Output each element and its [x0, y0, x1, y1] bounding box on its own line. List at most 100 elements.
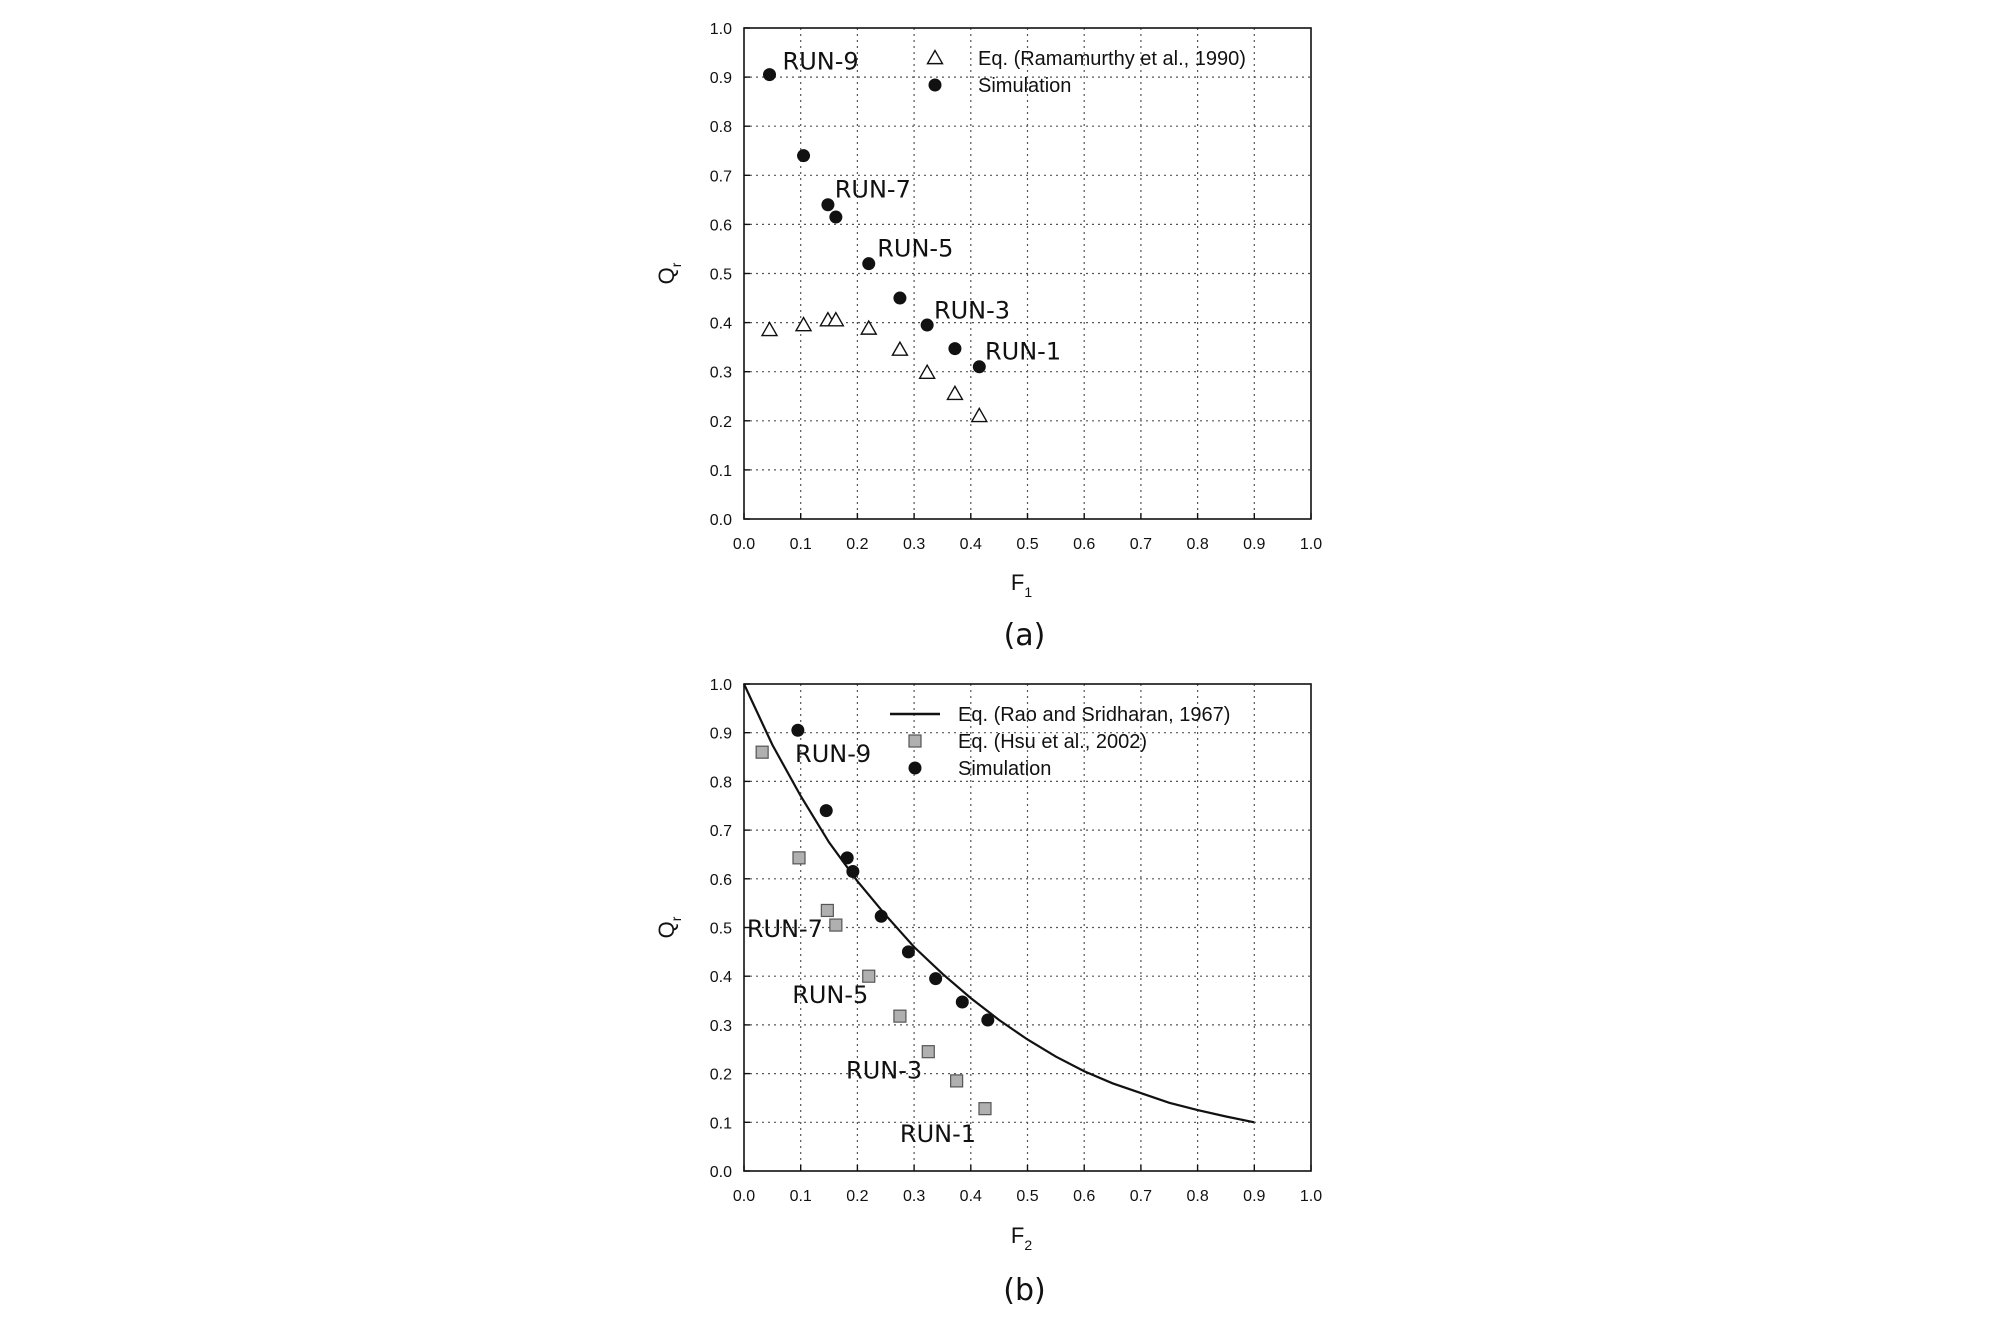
x-tick-label: 0.2 — [846, 1188, 868, 1205]
x-tick-label: 0.9 — [1243, 536, 1265, 553]
y-tick-label: 0.2 — [710, 414, 732, 431]
data-point — [763, 68, 777, 82]
y-axis-label-main: Q — [654, 921, 679, 938]
x-tick-label: 0.4 — [960, 536, 982, 553]
run-annotation: RUN-3 — [934, 297, 1010, 325]
x-tick-label: 0.5 — [1016, 1188, 1038, 1205]
y-tick-label: 0.4 — [710, 316, 732, 333]
data-point — [797, 149, 811, 163]
plot-frame — [743, 27, 1312, 520]
x-axis-label: F2 — [1011, 1223, 1032, 1253]
data-point — [950, 1074, 964, 1088]
data-point — [893, 291, 907, 305]
data-point — [755, 745, 769, 759]
y-tick-label: 0.7 — [710, 168, 732, 185]
data-point — [901, 945, 915, 959]
run-annotation: RUN-3 — [846, 1056, 922, 1084]
y-tick-label: 0.8 — [710, 119, 732, 136]
run-annotation: RUN-7 — [747, 915, 823, 943]
y-tick-label: 0.0 — [710, 512, 732, 529]
run-annotation: RUN-5 — [792, 981, 868, 1009]
x-tick-label: 0.2 — [846, 536, 868, 553]
data-point — [955, 995, 969, 1009]
y-tick-label: 0.2 — [710, 1067, 732, 1084]
y-tick-label: 0.8 — [710, 774, 732, 791]
data-point — [920, 318, 934, 332]
run-annotation: RUN-5 — [877, 234, 953, 262]
legend-swatch — [908, 734, 922, 748]
y-axis-label-subscript: r — [668, 916, 684, 921]
data-point — [862, 969, 876, 983]
run-annotation: RUN-1 — [985, 337, 1061, 365]
y-tick-label: 0.5 — [710, 267, 732, 284]
y-tick-label: 0.0 — [710, 1164, 732, 1181]
x-tick-label: 0.1 — [790, 1188, 812, 1205]
data-point — [819, 804, 833, 818]
x-tick-label: 0.0 — [733, 536, 755, 553]
data-point — [981, 1013, 995, 1027]
x-axis-label-subscript: 2 — [1024, 1237, 1032, 1253]
x-tick-label: 1.0 — [1300, 1188, 1322, 1205]
data-point — [829, 210, 843, 224]
y-tick-label: 0.1 — [710, 463, 732, 480]
y-tick-label: 0.3 — [710, 365, 732, 382]
data-point — [846, 864, 860, 878]
y-tick-label: 0.1 — [710, 1115, 732, 1132]
y-tick-label: 0.5 — [710, 921, 732, 938]
data-point — [874, 909, 888, 923]
data-point — [760, 321, 779, 337]
x-tick-label: 0.8 — [1186, 536, 1208, 553]
x-tick-label: 0.8 — [1186, 1188, 1208, 1205]
y-axis-label: Qr — [654, 262, 684, 284]
y-axis-label-main: Q — [654, 267, 679, 284]
run-annotation: RUN-9 — [795, 740, 871, 768]
x-tick-label: 0.4 — [960, 1188, 982, 1205]
y-tick-label: 0.3 — [710, 1018, 732, 1035]
series-line — [743, 683, 1255, 1124]
x-tick-label: 0.0 — [733, 1188, 755, 1205]
y-tick-label: 0.9 — [710, 726, 732, 743]
data-point — [860, 319, 878, 335]
series-1 — [755, 745, 992, 1116]
data-point — [829, 918, 843, 932]
x-tick-label: 1.0 — [1300, 536, 1322, 553]
x-axis-label-main: F — [1011, 1223, 1024, 1248]
legend-swatch — [908, 761, 922, 775]
x-tick-label: 0.3 — [903, 536, 925, 553]
y-axis-label: Qr — [654, 916, 684, 938]
x-tick-label: 0.7 — [1130, 1188, 1152, 1205]
plot-frame — [743, 683, 1312, 1172]
legend-swatch — [926, 49, 944, 65]
legend-label: Eq. (Hsu et al., 2002) — [958, 731, 1147, 753]
legend-label: Eq. (Ramamurthy et al., 1990) — [978, 48, 1246, 70]
x-tick-label: 0.5 — [1016, 536, 1038, 553]
x-tick-label: 0.6 — [1073, 1188, 1095, 1205]
y-axis-label-subscript: r — [668, 262, 684, 267]
data-point — [972, 360, 986, 374]
panel-a: 0.0 0.1 0.2 0.3 0.4 0.5 0.6 0.7 0.8 0.9 1.0 0.0 0.1 0… — [654, 21, 1322, 653]
data-point — [918, 363, 936, 380]
data-point — [946, 384, 964, 401]
legend-label: Simulation — [958, 758, 1051, 780]
y-tick-label: 0.6 — [710, 217, 732, 234]
data-point — [948, 342, 962, 356]
data-point — [794, 316, 813, 332]
data-point — [827, 311, 845, 327]
data-point — [792, 851, 806, 865]
data-point — [840, 851, 854, 865]
data-point — [978, 1102, 992, 1116]
data-point — [893, 1009, 907, 1023]
data-point — [791, 723, 805, 737]
data-point — [921, 1045, 935, 1059]
y-tick-label: 1.0 — [710, 21, 732, 38]
data-point — [862, 257, 876, 271]
data-point — [929, 972, 943, 986]
series-0 — [760, 311, 989, 423]
y-tick-label: 0.9 — [710, 70, 732, 87]
legend-swatch — [928, 78, 942, 92]
series-2 — [791, 723, 995, 1027]
y-tick-label: 0.7 — [710, 823, 732, 840]
y-tick-label: 0.6 — [710, 872, 732, 889]
data-point — [820, 903, 834, 918]
